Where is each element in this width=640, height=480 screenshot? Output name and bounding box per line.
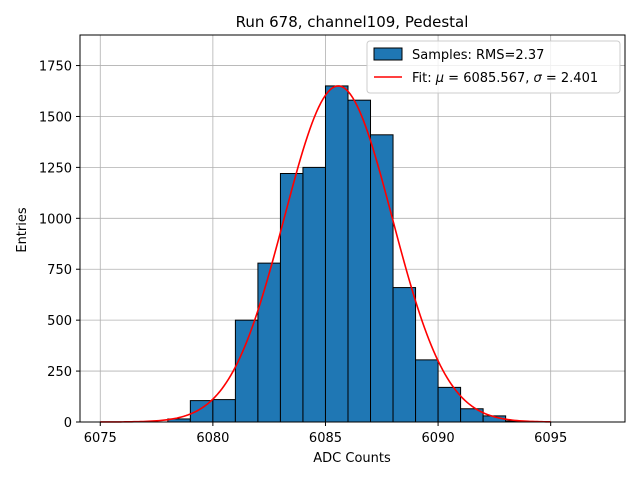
histogram-bar (415, 359, 439, 423)
x-tick-label: 6080 (196, 431, 229, 446)
x-tick-label: 6095 (534, 431, 567, 446)
histogram-bar (234, 319, 259, 423)
histogram-bar (392, 287, 417, 423)
legend-fit-prefix: Fit: (412, 71, 436, 86)
histogram-bar (324, 85, 349, 423)
fit-curve (100, 85, 551, 423)
histogram-bar (257, 262, 281, 423)
x-tick-label: 6085 (309, 431, 342, 446)
y-tick-label: 1750 (39, 60, 72, 75)
legend-fit-mu-value: = 6085.567, (444, 71, 533, 86)
histogram-bar (212, 399, 236, 423)
histogram-bars (167, 85, 529, 423)
ticks: 6075 6080 6085 6090 6095 0 250 500 750 1000 1250 15… (39, 60, 567, 446)
legend-histogram-label: Samples: RMS=2.37 (412, 48, 544, 63)
legend-box (366, 40, 621, 94)
y-tick-label: 1500 (39, 110, 72, 125)
legend-fit-mu-symbol: μ (435, 71, 444, 86)
legend-fit-sigma-symbol: σ (534, 71, 543, 86)
x-tick-label: 6090 (422, 431, 455, 446)
histogram-bar (347, 99, 372, 423)
x-axis-title: ADC Counts (313, 451, 391, 466)
plot-frame (79, 34, 626, 423)
y-tick-label: 250 (47, 365, 72, 380)
chart-title: Run 678, channel109, Pedestal (236, 13, 469, 31)
legend-histogram-swatch (373, 47, 403, 61)
y-tick-label: 1250 (39, 161, 72, 176)
axes (79, 34, 626, 423)
legend-fit-label: Fit: μ = 6085.567, σ = 2.401 (412, 71, 598, 86)
y-tick-label: 1000 (39, 212, 72, 227)
fit-curve-group (100, 85, 551, 423)
y-tick-label: 500 (47, 314, 72, 329)
y-axis-title: Entries (15, 207, 30, 253)
histogram-bar (302, 166, 326, 423)
histogram-bar (279, 173, 304, 423)
histogram-bar (189, 400, 214, 423)
y-tick-label: 0 (64, 416, 72, 431)
legend-fit-sigma-value: = 2.401 (542, 71, 598, 86)
legend: Samples: RMS=2.37 Fit: μ = 6085.567, σ =… (366, 40, 621, 94)
x-tick-label: 6075 (84, 431, 117, 446)
y-tick-label: 750 (47, 263, 72, 278)
